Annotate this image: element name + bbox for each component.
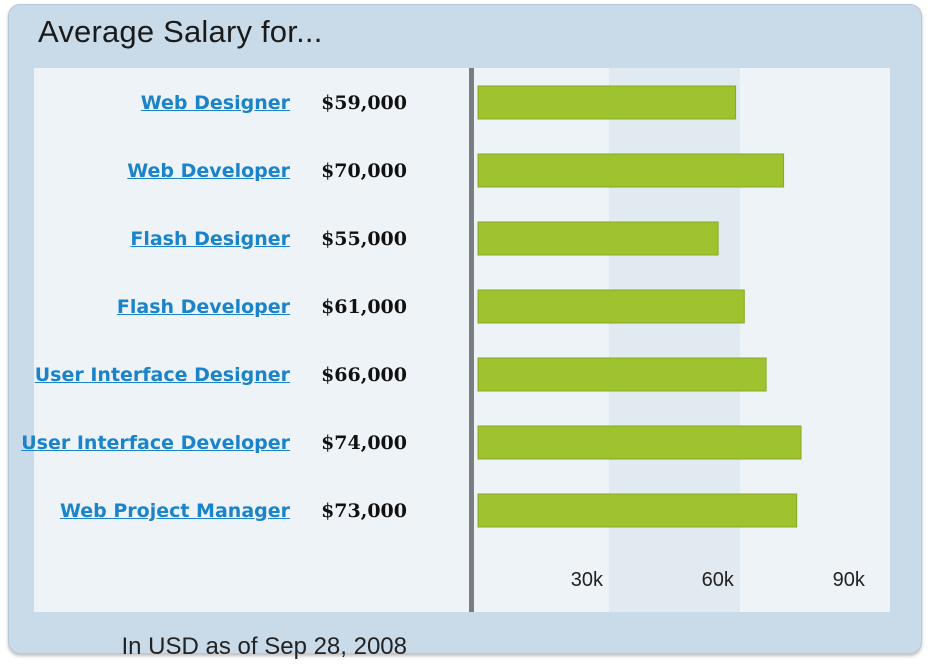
salary-value-label: $55,000 [321,227,407,250]
category-link[interactable]: User Interface Designer [34,363,290,386]
grid-band [608,68,740,612]
bar-chart: 30k 60k 90k [469,68,866,612]
salary-value-label: $66,000 [321,363,407,386]
salary-value-label: $61,000 [321,295,407,318]
x-tick-label: 60k [702,569,735,591]
category-link[interactable]: Flash Designer [130,227,290,250]
bar [477,425,802,460]
salary-value-label: $59,000 [321,91,407,114]
category-link[interactable]: Web Designer [140,91,290,114]
category-link[interactable]: Flash Developer [116,295,290,318]
salary-value-label: $73,000 [321,499,407,522]
bar [477,357,767,392]
chart-panel: 30k 60k 90k In USD as of Sep 28, 2008 Web … [21,68,890,660]
footnote: In USD as of Sep 28, 2008 [121,633,407,660]
bar [477,493,798,528]
salary-value-label: $70,000 [321,159,407,182]
bar [477,289,745,324]
x-tick-label: 90k [833,569,866,591]
bar [477,153,785,188]
y-axis-line [469,68,474,612]
category-link[interactable]: Web Project Manager [59,499,290,522]
category-link[interactable]: User Interface Developer [21,431,290,454]
category-link[interactable]: Web Developer [127,159,290,182]
bar [477,85,737,120]
salary-value-label: $74,000 [321,431,407,454]
x-tick-label: 30k [571,569,604,591]
bar [477,221,719,256]
chart-title: Average Salary for... [38,14,323,49]
